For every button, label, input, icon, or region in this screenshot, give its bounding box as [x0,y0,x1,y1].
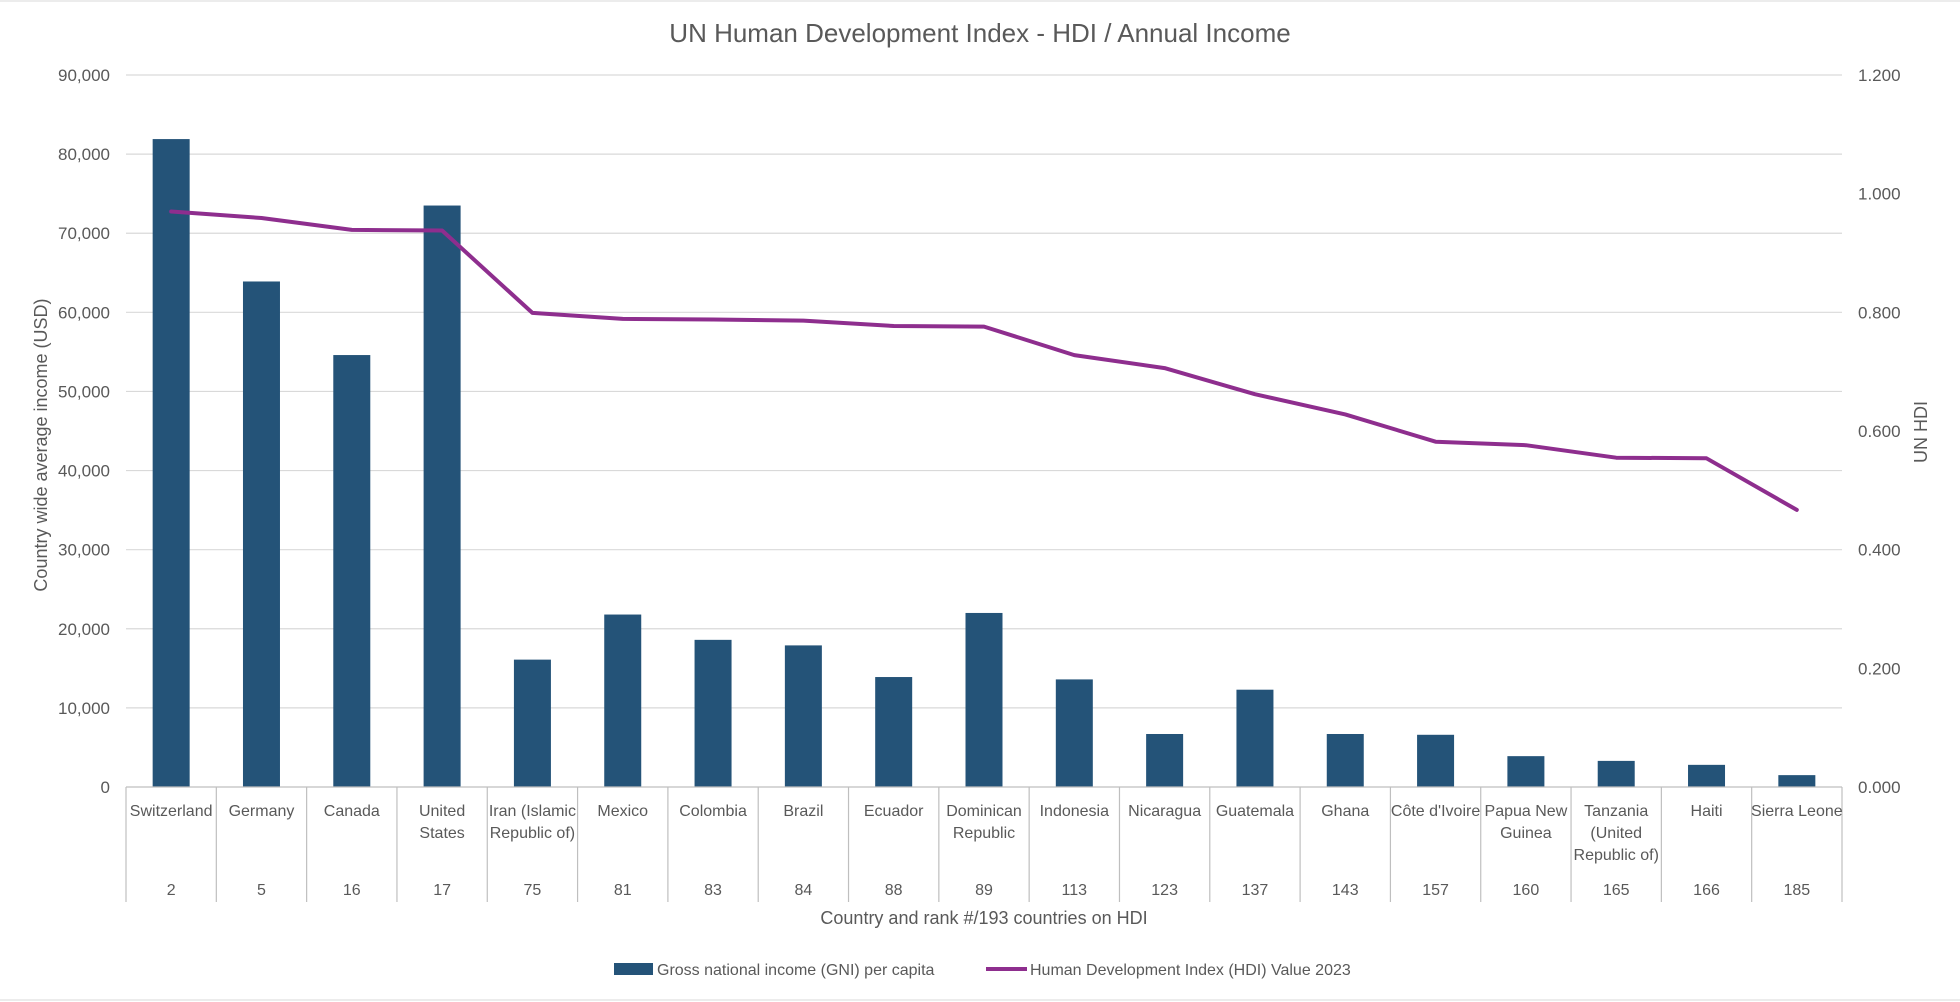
y2-tick-label: 0.000 [1858,778,1901,797]
rank-label: 166 [1693,882,1720,899]
bar [694,639,732,787]
rank-label: 185 [1783,882,1810,899]
bar [242,281,280,787]
bar [965,612,1003,787]
y-axis-title: Country wide average income (USD) [31,298,51,591]
bar [1417,734,1455,787]
y2-tick-label: 1.200 [1858,66,1901,85]
legend-line-label: Human Development Index (HDI) Value 2023 [1030,962,1351,979]
rank-label: 143 [1332,882,1359,899]
category-label: Haiti [1691,803,1723,820]
rank-label: 75 [524,882,542,899]
legend-bar-label: Gross national income (GNI) per capita [657,962,935,979]
bar [875,677,913,787]
rank-label: 88 [885,882,903,899]
y-tick-label: 0 [101,778,110,797]
category-label: United [419,803,465,820]
rank-label: 2 [167,882,176,899]
y2-axis-title: UN HDI [1911,401,1931,463]
y2-tick-label: 0.200 [1858,659,1901,678]
x-axis-title: Country and rank #/193 countries on HDI [820,908,1147,928]
rank-label: 123 [1151,882,1178,899]
category-label: Tanzania [1584,803,1648,820]
y2-tick-label: 0.800 [1858,303,1901,322]
category-label: Dominican [946,803,1022,820]
y-tick-label: 70,000 [58,224,110,243]
rank-label: 157 [1422,882,1449,899]
right-axis-ticks: 0.000 0.200 0.400 0.600 0.800 1.000 1.200 [1858,66,1901,797]
rank-label: 165 [1603,882,1630,899]
bar [604,614,642,787]
rank-label: 84 [794,882,812,899]
category-label: Guatemala [1216,803,1294,820]
rank-label: 5 [257,882,266,899]
y-tick-label: 30,000 [58,541,110,560]
category-label: Republic of) [1574,847,1659,864]
y-tick-label: 20,000 [58,620,110,639]
category-label: Papua New [1485,803,1568,820]
y2-tick-label: 1.000 [1858,185,1901,204]
bar [1597,760,1635,787]
bar-series [152,139,1816,788]
bar [1507,756,1545,787]
category-label: Republic [953,825,1015,842]
category-label: Guinea [1500,825,1552,842]
legend-bar-swatch [614,963,653,975]
category-label: Ecuador [864,803,924,820]
rank-label: 89 [975,882,993,899]
bar [1326,733,1364,787]
bar [513,659,551,787]
gridlines [126,74,1842,709]
bar [1778,775,1816,787]
y-tick-label: 10,000 [58,699,110,718]
bar [152,139,190,787]
category-label: Sierra Leone [1751,803,1843,820]
bar [1688,764,1726,787]
category-label: Côte d'Ivoire [1391,803,1480,820]
rank-label: 83 [704,882,722,899]
category-label: Canada [324,803,380,820]
left-axis-ticks: 0 10,000 20,000 30,000 40,000 50,000 60,000 70,… [58,66,110,797]
bar [1146,733,1184,787]
y-tick-label: 60,000 [58,303,110,322]
y-tick-label: 50,000 [58,382,110,401]
category-label: Republic of) [490,825,575,842]
y2-tick-label: 0.600 [1858,422,1901,441]
category-label: Colombia [679,803,747,820]
rank-label: 81 [614,882,632,899]
rank-label: 137 [1242,882,1269,899]
bar [423,205,461,788]
rank-label: 16 [343,882,361,899]
line-series [169,209,1799,512]
y2-tick-label: 0.400 [1858,541,1901,560]
category-label: States [419,825,464,842]
y-tick-label: 40,000 [58,462,110,481]
rank-label: 113 [1062,882,1088,899]
category-label: Indonesia [1040,803,1109,820]
bar [1055,679,1093,787]
legend: Gross national income (GNI) per capita H… [614,962,1351,979]
rank-label: 17 [433,882,451,899]
category-label: Iran (Islamic [489,803,576,820]
y-tick-label: 80,000 [58,145,110,164]
category-label: (United [1590,825,1642,842]
category-label: Nicaragua [1128,803,1201,820]
category-label: Germany [229,803,295,820]
category-label: Switzerland [130,803,213,820]
bar [784,645,822,787]
bar [333,355,371,787]
category-label: Mexico [597,803,648,820]
category-label: Brazil [783,803,823,820]
y-tick-label: 90,000 [58,66,110,85]
bar [1236,689,1274,787]
category-label: Ghana [1321,803,1369,820]
category-axis: Switzerland 2 Germany 5 Canada 16 United States… [125,786,1843,902]
chart-title: UN Human Development Index - HDI / Annua… [669,18,1290,48]
rank-label: 160 [1513,882,1540,899]
hdi-line [169,209,1799,512]
